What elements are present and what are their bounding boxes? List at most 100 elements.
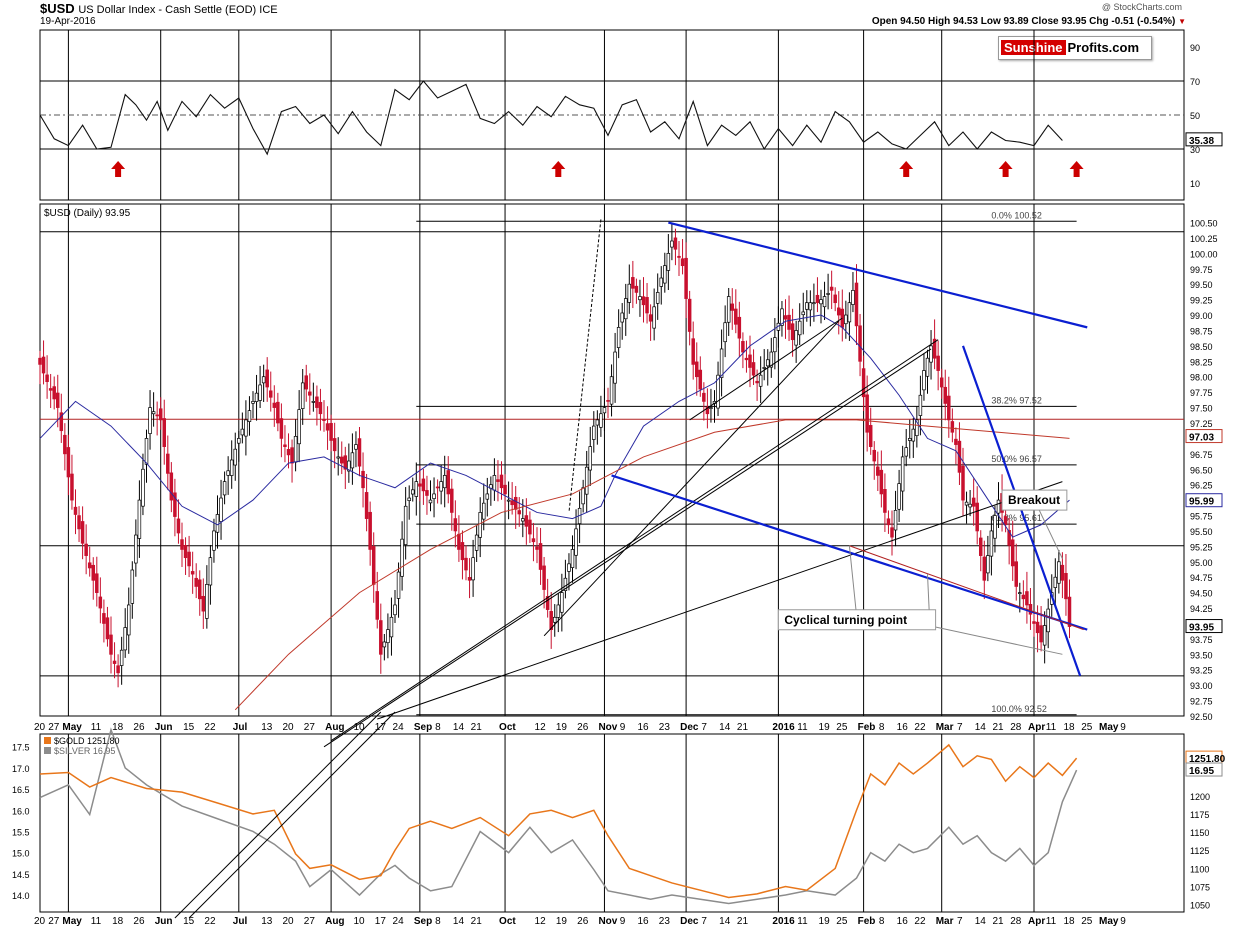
candle-body-216 — [805, 302, 809, 310]
candle-body-255 — [943, 386, 947, 404]
indicator-last-value-text: 35.38 — [1189, 136, 1214, 147]
xaxis-bottom-label-46: Apr — [1028, 916, 1045, 927]
price-tick-label-29: 99.75 — [1190, 265, 1213, 275]
price-panel-title: $USD (Daily) 93.95 — [44, 208, 131, 219]
candle-body-195 — [730, 303, 734, 311]
indicator-panel: 10 30 50 70 90 35.38 — [39, 29, 1223, 201]
candle-body-239 — [886, 518, 891, 526]
x-axis: 20202727MayMay111118182626JunJun15152222… — [34, 722, 1126, 927]
price-tick-label-28: 99.50 — [1190, 280, 1213, 290]
candle-body-203 — [758, 374, 763, 387]
candle-body-39 — [176, 518, 181, 534]
candle-body-282 — [1039, 625, 1043, 643]
candle-body-18 — [102, 613, 106, 624]
candle-body-244 — [904, 447, 908, 457]
candle-body-85 — [340, 456, 344, 464]
annotation-label-1: Cyclical turning point — [784, 613, 907, 627]
candle-body-106 — [414, 481, 419, 497]
candle-body-56 — [237, 438, 241, 444]
price-tick-label-21: 97.75 — [1190, 388, 1213, 398]
xaxis-bottom-label-5: 26 — [133, 916, 145, 927]
price-tick-label-24: 98.50 — [1190, 342, 1213, 352]
silver-tick-label-5: 16.5 — [12, 785, 30, 795]
xaxis-bottom-label-35: 19 — [819, 916, 831, 927]
gold-legend-label: $GOLD 1251.80 — [54, 736, 120, 746]
candle-body-129 — [496, 479, 500, 482]
candle-body-168 — [634, 285, 639, 293]
gold-legend-swatch — [44, 737, 51, 744]
indicator-tick-label-10: 10 — [1190, 179, 1200, 189]
price-tick-label-23: 98.25 — [1190, 357, 1213, 367]
candle-body-5 — [55, 392, 60, 408]
candle-body-245 — [907, 438, 912, 441]
silver-tick-label-1: 14.5 — [12, 870, 30, 880]
xaxis-bottom-label-14: 10 — [354, 916, 366, 927]
candle-body-142 — [542, 565, 546, 590]
price-tick-label-5: 93.75 — [1190, 635, 1213, 645]
silver-tick-label-7: 17.5 — [12, 743, 30, 753]
candle-body-234 — [868, 425, 873, 447]
xaxis-mid-label-37: Feb — [858, 722, 876, 733]
candle-body-111 — [432, 493, 436, 499]
xaxis-mid-label-42: 7 — [957, 722, 963, 733]
sunshine-profits-logo: Sunshine Profits.com — [998, 36, 1152, 60]
candle-body-3 — [48, 388, 53, 391]
candle-body-14 — [87, 562, 92, 569]
xaxis-mid-label-51: 9 — [1120, 722, 1126, 733]
candle-body-288 — [1060, 564, 1065, 581]
candle-body-211 — [787, 314, 791, 330]
candle-body-98 — [386, 629, 390, 644]
gold-tick-label-1: 1075 — [1190, 883, 1210, 893]
xaxis-mid-label-50: May — [1099, 722, 1119, 733]
xaxis-mid-label-10: 13 — [261, 722, 273, 733]
candle-body-92 — [364, 492, 369, 519]
candle-body-164 — [620, 312, 624, 323]
candle-body-22 — [116, 665, 120, 674]
xaxis-mid-label-1: 27 — [48, 722, 60, 733]
chart-header: $USD US Dollar Index - Cash Settle (EOD)… — [0, 0, 1240, 30]
xaxis-mid-label-41: Mar — [936, 722, 954, 733]
xaxis-bottom-label-40: 22 — [914, 916, 926, 927]
xaxis-bottom-label-28: 23 — [659, 916, 671, 927]
xaxis-mid-label-49: 25 — [1081, 722, 1093, 733]
price-axis-tag-0-text: 97.03 — [1189, 433, 1214, 444]
xaxis-bottom-label-44: 21 — [993, 916, 1005, 927]
candle-body-96 — [379, 620, 383, 655]
candle-body-112 — [435, 486, 440, 489]
black-trendline-5 — [568, 219, 602, 513]
xaxis-mid-label-34: 11 — [797, 722, 808, 733]
price-tick-label-12: 95.50 — [1190, 527, 1213, 537]
candle-body-108 — [421, 478, 426, 492]
candle-body-235 — [872, 449, 876, 462]
candle-body-156 — [592, 425, 596, 440]
candle-body-64 — [265, 369, 269, 388]
chart-date: 19-Apr-2016 — [40, 16, 96, 27]
candle-body-28 — [137, 499, 142, 539]
price-tick-label-31: 100.25 — [1190, 234, 1218, 244]
candle-body-242 — [897, 483, 901, 510]
xaxis-mid-label-30: 7 — [701, 722, 707, 733]
price-frame — [39, 203, 1185, 717]
fib-label-1: 38.2% 97.52 — [991, 395, 1042, 405]
candle-body-61 — [254, 392, 259, 402]
candle-body-241 — [893, 510, 898, 531]
indicator-tick-label-70: 70 — [1190, 77, 1200, 87]
candle-body-274 — [1010, 539, 1015, 567]
silver-tick-label-2: 15.0 — [12, 849, 30, 859]
price-panel: $USD (Daily) 93.9592.5092.7593.0093.2593… — [38, 203, 1223, 748]
candle-body-201 — [751, 362, 756, 376]
candle-body-36 — [166, 453, 170, 474]
candle-body-206 — [769, 351, 774, 368]
candle-body-256 — [947, 395, 951, 421]
xaxis-mid-label-21: Oct — [499, 722, 516, 733]
candle-body-236 — [876, 466, 880, 476]
xaxis-mid-label-26: 9 — [620, 722, 626, 733]
candle-body-262 — [968, 503, 972, 508]
candle-body-261 — [964, 501, 969, 506]
candle-body-137 — [524, 515, 529, 527]
silver-line — [39, 727, 1078, 905]
candle-body-139 — [531, 538, 536, 543]
candle-body-222 — [826, 293, 830, 295]
candle-body-88 — [350, 452, 355, 469]
candle-body-179 — [673, 237, 678, 250]
